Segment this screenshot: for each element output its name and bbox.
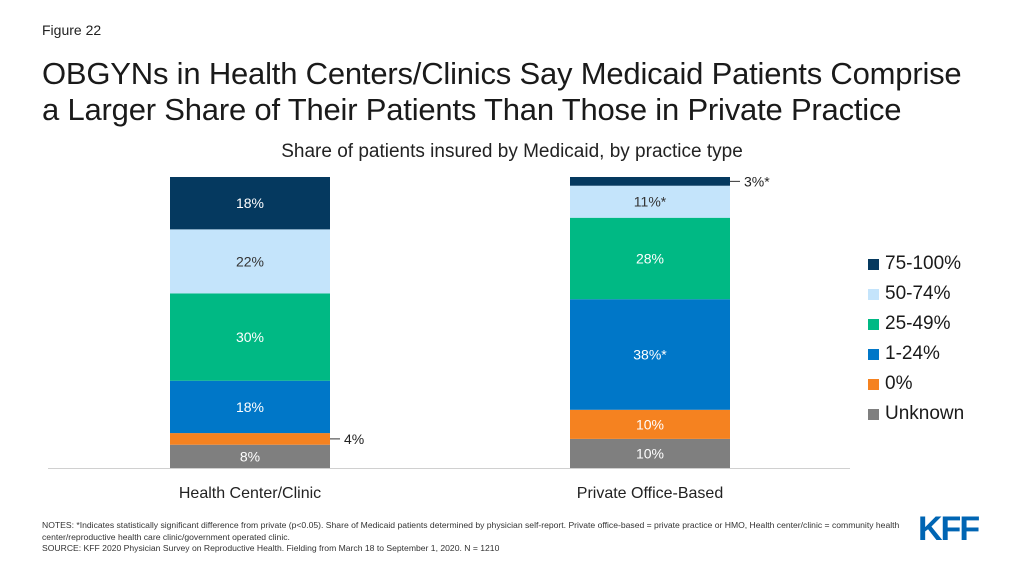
legend-swatch bbox=[868, 408, 879, 420]
data-label: 30% bbox=[236, 329, 264, 345]
data-label: 8% bbox=[240, 448, 260, 464]
bar-segment bbox=[170, 229, 330, 294]
legend-label: 50-74% bbox=[885, 283, 951, 304]
legend-label: 75-100% bbox=[885, 253, 962, 274]
bar-segment bbox=[570, 185, 730, 218]
source-text: SOURCE: KFF 2020 Physician Survey on Rep… bbox=[42, 543, 500, 553]
legend-label: 1-24% bbox=[885, 343, 940, 364]
data-label: 18% bbox=[236, 399, 264, 415]
data-label: 22% bbox=[236, 253, 264, 269]
data-label: 38%* bbox=[633, 347, 667, 363]
category-label: Health Center/Clinic bbox=[179, 485, 321, 502]
legend-swatch bbox=[868, 318, 879, 330]
title-line-1: OBGYNs in Health Centers/Clinics Say Med… bbox=[42, 56, 962, 91]
figure-label: Figure 22 bbox=[42, 22, 102, 38]
bar-segment bbox=[170, 380, 330, 434]
bar-segment bbox=[570, 438, 730, 468]
kff-logo: KFF bbox=[918, 510, 980, 548]
category-label: Private Office-Based bbox=[577, 485, 723, 502]
title-line-2: a Larger Share of Their Patients Than Th… bbox=[42, 92, 902, 127]
bar-segment bbox=[570, 217, 730, 300]
legend-swatch bbox=[868, 378, 879, 390]
bar-segment bbox=[170, 293, 330, 381]
bar-segment bbox=[170, 177, 330, 230]
legend-item: Unknown bbox=[868, 399, 964, 429]
legend-item: 50-74% bbox=[868, 279, 964, 309]
data-label: 4% bbox=[344, 431, 364, 447]
bar-segment bbox=[170, 433, 330, 445]
bar-segment bbox=[170, 444, 330, 468]
notes-text: NOTES: *Indicates statistically signific… bbox=[42, 520, 900, 542]
chart-legend: 75-100% 50-74% 25-49% 1-24% 0% Unknown bbox=[868, 249, 964, 429]
legend-item: 0% bbox=[868, 369, 964, 399]
page-title: OBGYNs in Health Centers/Clinics Say Med… bbox=[42, 56, 1022, 128]
legend-label: 25-49% bbox=[885, 313, 951, 334]
data-label: 10% bbox=[636, 445, 664, 461]
data-label: 10% bbox=[636, 416, 664, 432]
legend-swatch bbox=[868, 348, 879, 360]
legend-swatch bbox=[868, 288, 879, 300]
data-label: 18% bbox=[236, 195, 264, 211]
bar-segment bbox=[570, 177, 730, 186]
legend-item: 25-49% bbox=[868, 309, 964, 339]
legend-item: 1-24% bbox=[868, 339, 964, 369]
data-label: 11%* bbox=[634, 194, 667, 210]
chart-subtitle: Share of patients insured by Medicaid, b… bbox=[281, 141, 743, 162]
data-label: 3%* bbox=[744, 173, 770, 189]
legend-label: 0% bbox=[885, 373, 913, 394]
legend-label: Unknown bbox=[885, 403, 965, 424]
legend-swatch bbox=[868, 258, 879, 270]
footnotes: NOTES: *Indicates statistically signific… bbox=[42, 520, 902, 555]
bar-segment bbox=[570, 299, 730, 410]
data-label: 28% bbox=[636, 250, 664, 266]
legend-item: 75-100% bbox=[868, 249, 964, 279]
bar-segment bbox=[570, 409, 730, 439]
